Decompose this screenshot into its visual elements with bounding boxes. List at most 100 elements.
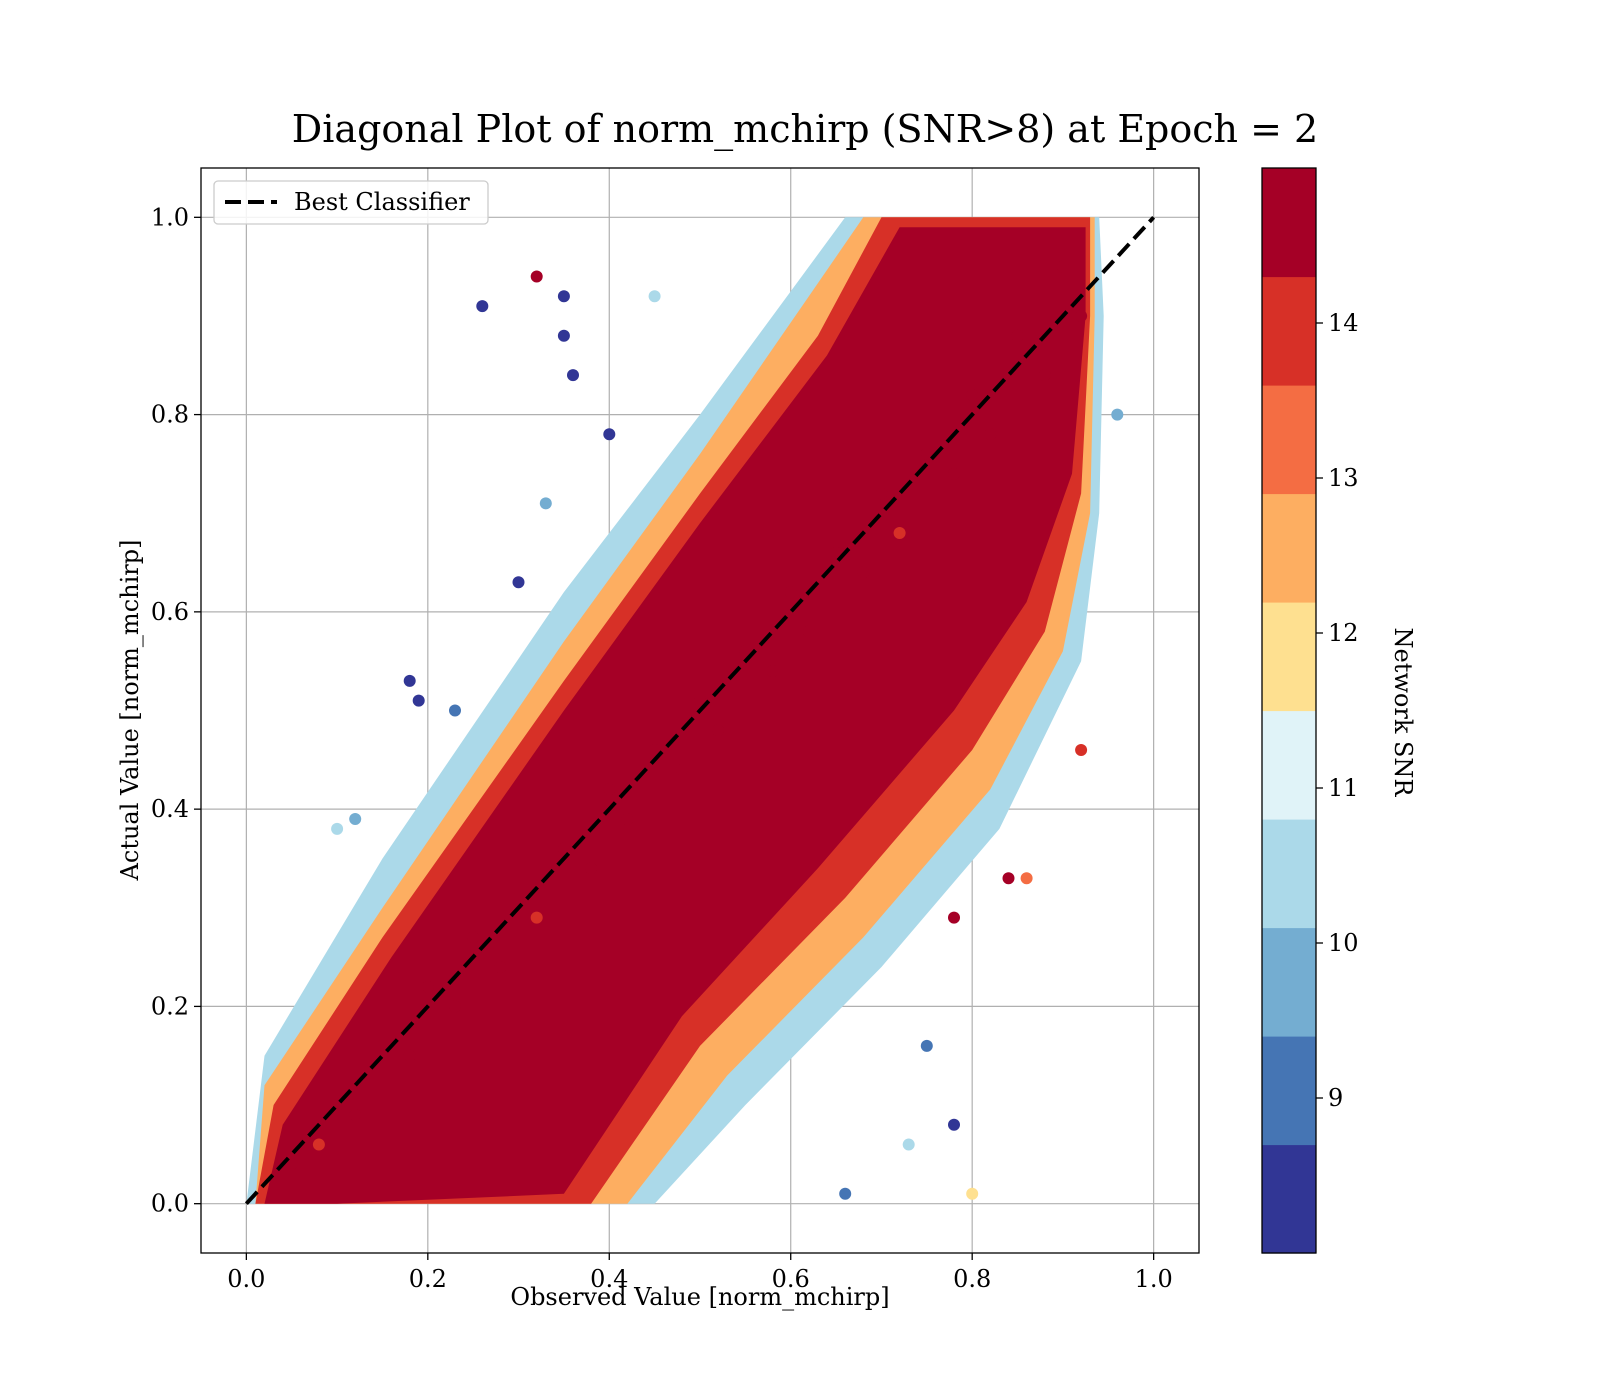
scatter-point [966,1187,979,1200]
scatter-point [830,546,843,559]
plot-area [200,167,1200,1254]
scatter-point [403,1049,416,1062]
colorbar-band [1262,168,1316,278]
y-tick-label: 0.8 [151,401,189,429]
colorbar-band [1262,1144,1316,1254]
colorbar-band [1262,276,1316,386]
scatter-point [1002,872,1015,885]
x-tick-label: 0.0 [227,1265,265,1293]
scatter-point [948,467,960,480]
y-tick-label: 0.6 [151,598,189,626]
scatter-point [902,1138,915,1151]
scatter-point [412,694,425,707]
legend: Best Classifier [213,180,489,225]
y-axis-label: Actual Value [norm_mchirp] [116,540,144,882]
scatter-point [1075,744,1088,756]
scatter-point [349,1108,362,1121]
colorbar: 9 10 11 12 13 14 Network SNR [1261,167,1417,1254]
scatter-point [494,961,507,973]
colorbar-tick-label: 10 [1328,929,1359,957]
scatter-point [285,1158,298,1171]
scatter-point [648,744,661,756]
scatter-point [966,388,979,401]
scatter-point [948,1118,960,1131]
scatter-point [694,694,706,707]
y-tick-label: 1.0 [151,203,189,231]
scatter-point [530,270,543,283]
colorbar-tick-label: 12 [1328,619,1359,647]
colorbar-band [1262,385,1316,495]
colorbar-label: Network SNR [1389,628,1417,798]
colorbar-band [1262,602,1316,712]
scatter-point [449,1000,461,1013]
scatter-point [675,763,688,776]
scatter-point [567,369,579,382]
density-bands [246,217,1104,1204]
scatter-point [984,428,997,441]
scatter-point [784,586,797,599]
scatter-point [1111,408,1124,421]
colorbar-band [1262,493,1316,603]
colorbar-band [1262,1036,1316,1146]
scatter-point [376,1039,389,1052]
scatter-point [893,527,906,539]
colorbar-tick-label: 13 [1328,464,1359,492]
scatter-point [1075,310,1088,322]
best-classifier-line [244,215,1156,1206]
scatter-point [766,665,779,677]
colorbar-tick-label: 11 [1328,774,1359,802]
scatter-point [1056,260,1069,273]
scatter-point [875,487,888,500]
scatter-point [621,813,634,825]
y-tick-label: 0.2 [151,992,189,1020]
x-tick-label: 0.6 [772,1265,810,1293]
scatter-point [557,329,570,342]
scatter-point [403,674,416,687]
y-axis: 0.0 0.2 0.4 0.6 0.8 1.0 [151,203,201,1218]
legend-label-best-classifier: Best Classifier [294,188,470,216]
chart-title: Diagonal Plot of norm_mchirp (SNR>8) at … [292,107,1318,152]
scatter-point [421,980,434,993]
colorbar-bands [1262,168,1316,1254]
scatter-point [603,428,616,441]
scatter-point [349,813,362,825]
x-tick-label: 0.2 [409,1265,447,1293]
scatter-point [920,1039,933,1052]
scatter-point [857,566,870,579]
scatter-point [331,822,344,835]
scatter-point [312,1138,325,1151]
scatter-point [467,931,480,944]
x-axis-label: Observed Value [norm_mchirp] [510,1283,889,1311]
x-tick-label: 0.8 [953,1265,991,1293]
scatter-point [712,724,725,737]
colorbar-band [1262,927,1316,1037]
scatter-point [449,704,461,717]
scatter-point [585,862,598,875]
y-tick-label: 0.0 [151,1190,189,1218]
scatter-point [1020,872,1033,885]
scatter-point [739,645,752,658]
scatter-point [948,911,960,924]
scatter-point [648,290,661,303]
y-tick-label: 0.4 [151,795,189,823]
scatter-point [557,842,570,855]
colorbar-ticks: 9 10 11 12 13 14 [1316,309,1359,1112]
scatter-point [512,891,525,904]
colorbar-frame [1261,167,1317,1254]
legend-box [213,180,489,225]
scatter-point [476,300,489,313]
scatter-point [802,625,815,638]
colorbar-tick-label: 14 [1328,309,1359,337]
scatter-point [557,290,570,303]
scatter-point [530,911,543,924]
scatter-point [539,497,552,510]
x-tick-label: 0.4 [590,1265,628,1293]
plot-frame [200,167,1200,1254]
colorbar-band [1262,819,1316,929]
scatter-points [285,260,1124,1200]
scatter-point [1038,369,1051,382]
scatter-point [1011,329,1024,342]
x-tick-label: 1.0 [1135,1265,1173,1293]
scatter-point [920,448,933,460]
